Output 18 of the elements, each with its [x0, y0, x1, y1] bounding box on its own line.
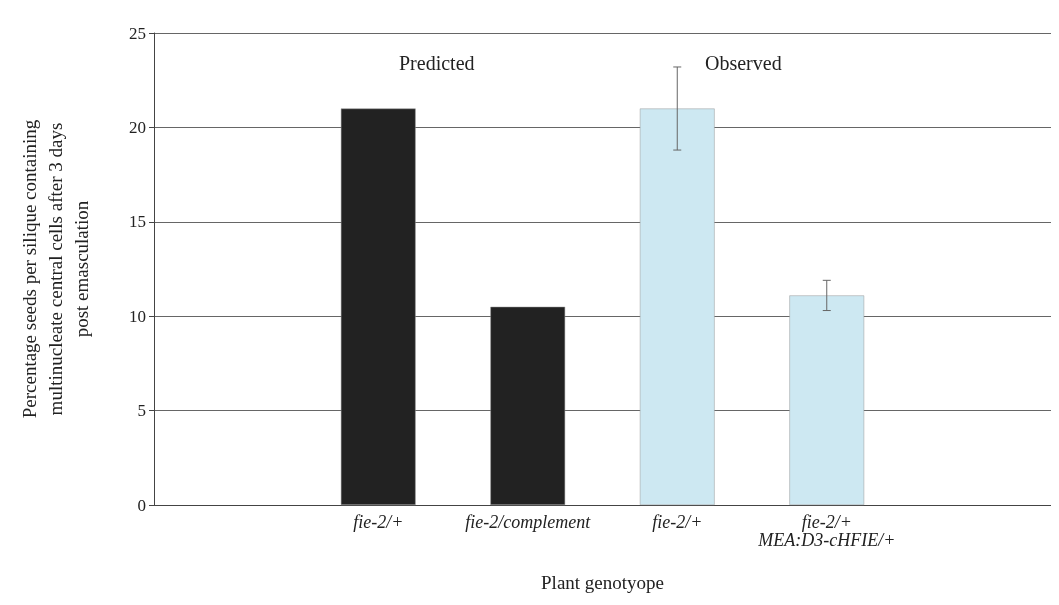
bar	[789, 295, 865, 505]
x-tick-label: fie-2/+	[353, 512, 404, 532]
bar	[340, 108, 416, 505]
y-tick-label: 10	[129, 306, 146, 326]
y-tick-label: 25	[129, 23, 146, 43]
x-tick-label: fie-2/+ MEA:D3-cHFIE/+	[757, 512, 896, 550]
x-axis-title: Plant genotyope	[541, 572, 664, 593]
y-tick-label: 0	[137, 495, 146, 515]
annotation: Predicted	[399, 52, 475, 74]
y-tick-label: 15	[129, 212, 146, 232]
y-tick-label: 5	[137, 401, 146, 421]
y-axis-title: Percentage seeds per silique containing multinucleate central cells after 3 days post emasculation	[18, 119, 92, 419]
annotation: Observed	[705, 52, 782, 74]
x-tick-label: fie-2/complement	[465, 512, 592, 532]
y-tick-label: 20	[129, 117, 146, 137]
bar	[490, 306, 566, 505]
bar	[639, 108, 715, 505]
x-tick-label: fie-2/+	[652, 512, 703, 532]
